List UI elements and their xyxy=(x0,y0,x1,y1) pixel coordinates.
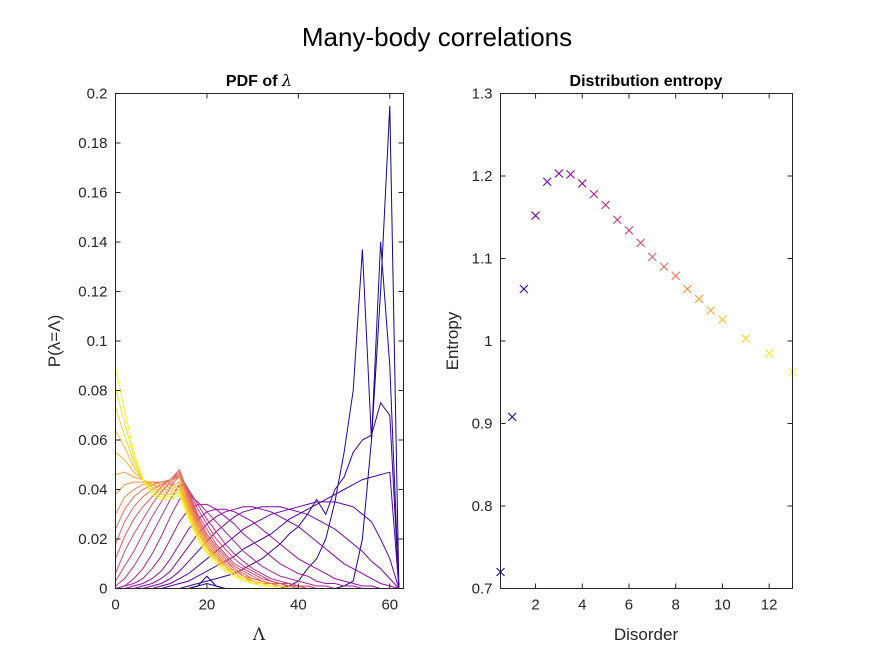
entropy-y-tick-label: 1.3 xyxy=(472,86,493,103)
figure-title: Many-body correlations xyxy=(302,22,572,52)
pdf-y-tick-label: 0.16 xyxy=(78,185,107,202)
entropy-y-tick-label: 0.9 xyxy=(472,416,493,433)
pdf-y-tick-label: 0.08 xyxy=(78,383,107,400)
entropy-point xyxy=(566,169,575,179)
entropy-ticks: 2 4 6 8 10 12 0.7 0.8 0.9 1 1.1 1.2 1.3 xyxy=(472,86,793,614)
entropy-point xyxy=(554,169,564,178)
entropy-y-tick-label: 0.7 xyxy=(472,581,493,598)
pdf-axes-box xyxy=(115,93,404,589)
entropy-point xyxy=(694,294,704,304)
pdf-x-tick-label: 20 xyxy=(199,597,216,614)
entropy-point xyxy=(682,284,692,294)
entropy-point xyxy=(542,177,552,187)
entropy-point xyxy=(647,252,657,262)
entropy-axes: Distribution entropy 2 4 6 8 10 12 0.7 0.8 0.9 1 1… xyxy=(443,73,797,644)
pdf-x-tick-label: 60 xyxy=(381,597,398,614)
entropy-point xyxy=(659,262,669,272)
pdf-series-line xyxy=(115,241,400,589)
entropy-x-tick-label: 8 xyxy=(672,597,680,614)
pdf-series-group xyxy=(115,105,400,589)
pdf-x-tick-label: 40 xyxy=(290,597,307,614)
entropy-axes-title: Distribution entropy xyxy=(570,73,723,90)
entropy-x-tick-label: 10 xyxy=(714,597,731,614)
entropy-x-axis-label: Disorder xyxy=(614,625,679,644)
pdf-axes: PDF of λ 0 20 40 60 0 0.02 0.04 0.06 0.08 0.1 0.12… xyxy=(45,71,404,645)
entropy-points-group xyxy=(496,169,797,577)
entropy-y-axis-label: Entropy xyxy=(443,311,462,370)
entropy-point xyxy=(612,215,622,225)
entropy-point xyxy=(741,334,751,343)
entropy-x-tick-label: 6 xyxy=(625,597,633,614)
pdf-y-tick-label: 0.1 xyxy=(87,333,108,350)
pdf-y-tick-label: 0.12 xyxy=(78,284,107,301)
pdf-x-tick-label: 0 xyxy=(111,597,119,614)
entropy-y-tick-label: 0.8 xyxy=(472,498,493,515)
entropy-point xyxy=(589,189,599,199)
pdf-series-line xyxy=(115,501,400,589)
pdf-series-line xyxy=(115,483,399,589)
pdf-y-tick-label: 0.14 xyxy=(78,234,107,251)
pdf-y-tick-label: 0.04 xyxy=(78,482,107,499)
entropy-point xyxy=(507,412,517,422)
pdf-y-tick-label: 0.18 xyxy=(78,135,107,152)
pdf-series-line xyxy=(115,476,399,589)
pdf-y-axis-label: P(λ=Λ) xyxy=(45,315,64,367)
entropy-point xyxy=(636,238,646,248)
entropy-point xyxy=(601,200,611,210)
pdf-y-tick-label: 0.06 xyxy=(78,432,107,449)
pdf-y-tick-label: 0 xyxy=(99,581,107,598)
entropy-y-tick-label: 1.1 xyxy=(472,251,493,268)
pdf-axes-title: PDF of λ xyxy=(226,71,292,90)
entropy-axes-box xyxy=(500,93,793,589)
pdf-series-line xyxy=(115,368,399,589)
pdf-series-line xyxy=(115,508,399,589)
entropy-point xyxy=(624,226,634,235)
pdf-series-line xyxy=(115,503,399,589)
pdf-y-tick-label: 0.02 xyxy=(78,531,107,548)
entropy-y-tick-label: 1.2 xyxy=(472,168,493,185)
entropy-x-tick-label: 12 xyxy=(761,597,778,614)
entropy-point xyxy=(718,315,727,324)
pdf-axes-title-prefix: PDF of xyxy=(226,73,282,90)
pdf-series-line xyxy=(115,506,400,589)
pdf-axes-title-symbol: λ xyxy=(281,71,292,90)
entropy-point xyxy=(764,348,774,358)
entropy-x-tick-label: 4 xyxy=(578,597,586,614)
entropy-point xyxy=(531,211,540,220)
entropy-point xyxy=(519,284,529,294)
entropy-point xyxy=(671,271,681,281)
pdf-y-tick-label: 0.2 xyxy=(87,86,108,103)
pdf-ticks: 0 20 40 60 0 0.02 0.04 0.06 0.08 0.1 0.12 0.14 0.16 0… xyxy=(78,86,404,614)
pdf-x-axis-label: Λ xyxy=(252,625,266,645)
entropy-y-tick-label: 1 xyxy=(484,333,492,350)
entropy-x-tick-label: 2 xyxy=(531,597,539,614)
entropy-point xyxy=(706,306,716,315)
entropy-point xyxy=(577,179,587,188)
